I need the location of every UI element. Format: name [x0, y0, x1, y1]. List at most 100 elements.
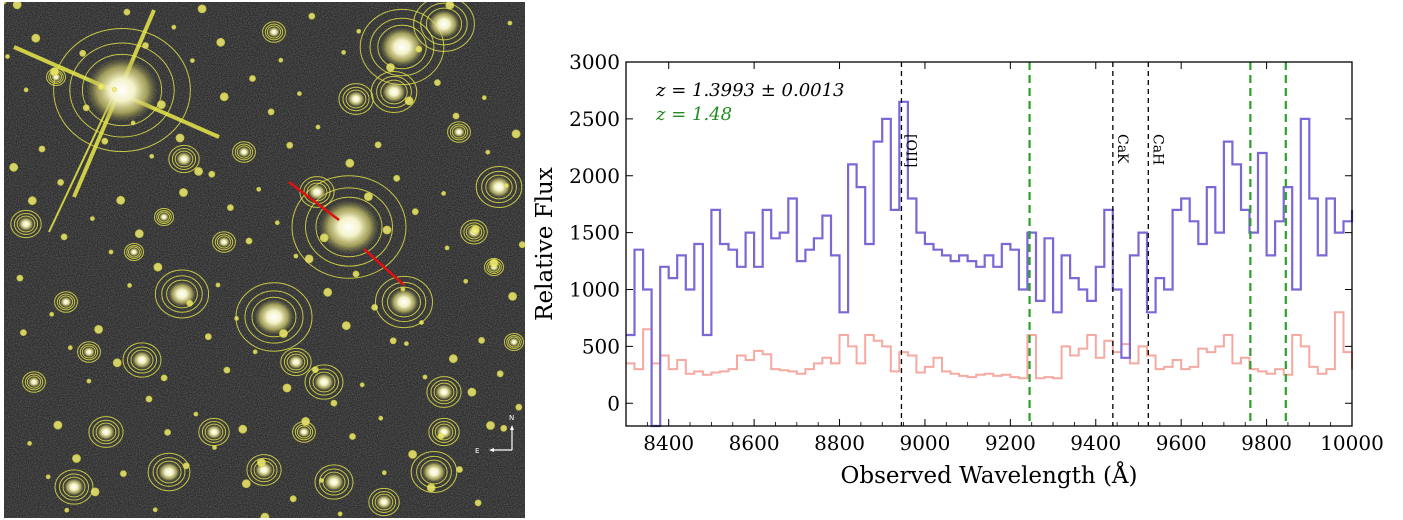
- flux-series-line: [626, 100, 1354, 428]
- faint-source: [308, 12, 316, 20]
- faint-source: [27, 440, 33, 446]
- x-tick-label: 8800: [814, 431, 865, 455]
- source-blob: [154, 207, 174, 227]
- y-tick-label: 1500: [569, 221, 620, 245]
- x-axis-label: Observed Wavelength (Å): [840, 461, 1137, 489]
- x-tick-label: 9000: [899, 431, 950, 455]
- faint-source: [507, 20, 513, 26]
- faint-source: [120, 470, 127, 478]
- source-blob: [299, 176, 335, 208]
- faint-source: [23, 87, 29, 93]
- faint-source: [289, 495, 297, 503]
- faint-source: [31, 33, 41, 43]
- faint-source: [153, 262, 163, 272]
- faint-source: [363, 192, 373, 202]
- source-blob: [122, 342, 162, 378]
- slit-upper: [288, 181, 340, 221]
- faint-source: [127, 282, 132, 288]
- source-blob: [291, 175, 407, 279]
- y-tick-label: 2500: [569, 107, 620, 131]
- faint-source: [64, 507, 70, 513]
- source-blob: [262, 21, 286, 43]
- faint-source: [408, 449, 418, 459]
- source-blob: [375, 275, 433, 329]
- faint-source: [319, 233, 329, 243]
- x-tick-label: 10000: [1320, 431, 1384, 455]
- faint-source: [496, 370, 504, 378]
- source-blob: [212, 231, 236, 253]
- x-tick-label: 9400: [1070, 431, 1121, 455]
- faint-source: [156, 100, 166, 109]
- faint-source: [94, 324, 103, 334]
- faint-source: [386, 63, 395, 72]
- faint-source: [279, 329, 288, 338]
- faint-source: [72, 454, 81, 463]
- faint-source: [345, 158, 355, 168]
- faint-source: [134, 229, 144, 239]
- faint-source: [470, 225, 480, 235]
- x-tick-label: 9800: [1241, 431, 1292, 455]
- faint-source: [456, 466, 463, 473]
- compass-east: E: [475, 447, 479, 455]
- source-blob: [370, 70, 418, 114]
- faint-source: [286, 141, 294, 149]
- source-blob: [54, 469, 94, 505]
- faint-source: [474, 499, 482, 507]
- faint-source: [82, 104, 90, 112]
- faint-source: [426, 483, 436, 493]
- faint-source: [112, 358, 122, 368]
- x-axis: 8400 8600 8800 9000 9200 9400 9600 9800 10000: [625, 62, 1384, 455]
- y-tick-label: 1000: [569, 278, 620, 302]
- faint-source: [371, 303, 379, 311]
- y-axis-label: Relative Flux: [532, 167, 558, 321]
- faint-source: [216, 37, 226, 47]
- faint-source: [422, 374, 428, 380]
- faint-source: [485, 149, 491, 155]
- faint-source: [508, 291, 518, 301]
- source-blob: [426, 376, 462, 408]
- faint-source: [182, 462, 190, 470]
- faint-source: [50, 67, 59, 76]
- x-tick-label: 9600: [1156, 431, 1207, 455]
- faint-source: [186, 299, 194, 307]
- redshift-annotation-secondary: z = 1.48: [655, 104, 732, 125]
- source-blob: [124, 242, 144, 262]
- spectral-lines-layer: [OII] CaK CaH: [900, 62, 1287, 426]
- faint-source: [304, 254, 314, 264]
- faint-source: [101, 137, 109, 145]
- faint-source: [219, 92, 229, 102]
- faint-source: [441, 190, 447, 196]
- faint-source: [349, 433, 356, 440]
- faint-source: [193, 411, 199, 417]
- faint-source: [212, 445, 217, 450]
- faint-source: [19, 329, 27, 337]
- faint-source: [378, 415, 384, 421]
- faint-source: [197, 4, 207, 14]
- faint-source: [142, 42, 149, 49]
- source-blob: [338, 83, 374, 115]
- y-tick-label: 3000: [569, 50, 620, 74]
- faint-source: [223, 366, 231, 374]
- error-series-line: [626, 311, 1353, 380]
- faint-source: [234, 315, 240, 321]
- faint-source: [171, 24, 177, 30]
- faint-source: [278, 57, 284, 63]
- faint-source: [90, 487, 100, 497]
- faint-source: [452, 112, 460, 120]
- faint-source: [4, 2, 7, 5]
- redshift-annotation-primary: z = 1.3993 ± 0.0013: [655, 80, 845, 101]
- faint-source: [256, 458, 266, 468]
- faint-source: [293, 253, 299, 259]
- faint-source: [189, 58, 195, 63]
- faint-source: [301, 416, 311, 426]
- faint-source: [179, 188, 188, 197]
- x-tick-label: 8400: [643, 431, 694, 455]
- y-tick-label: 500: [582, 334, 620, 358]
- faint-source: [433, 79, 441, 86]
- source-blob: [368, 487, 400, 517]
- y-axis: 0 500 1000 1500 2000 2500 3000: [569, 50, 1352, 415]
- faint-source: [49, 311, 55, 317]
- source-blob: [53, 27, 191, 153]
- source-contours: [4, 2, 525, 518]
- faint-source: [381, 470, 387, 476]
